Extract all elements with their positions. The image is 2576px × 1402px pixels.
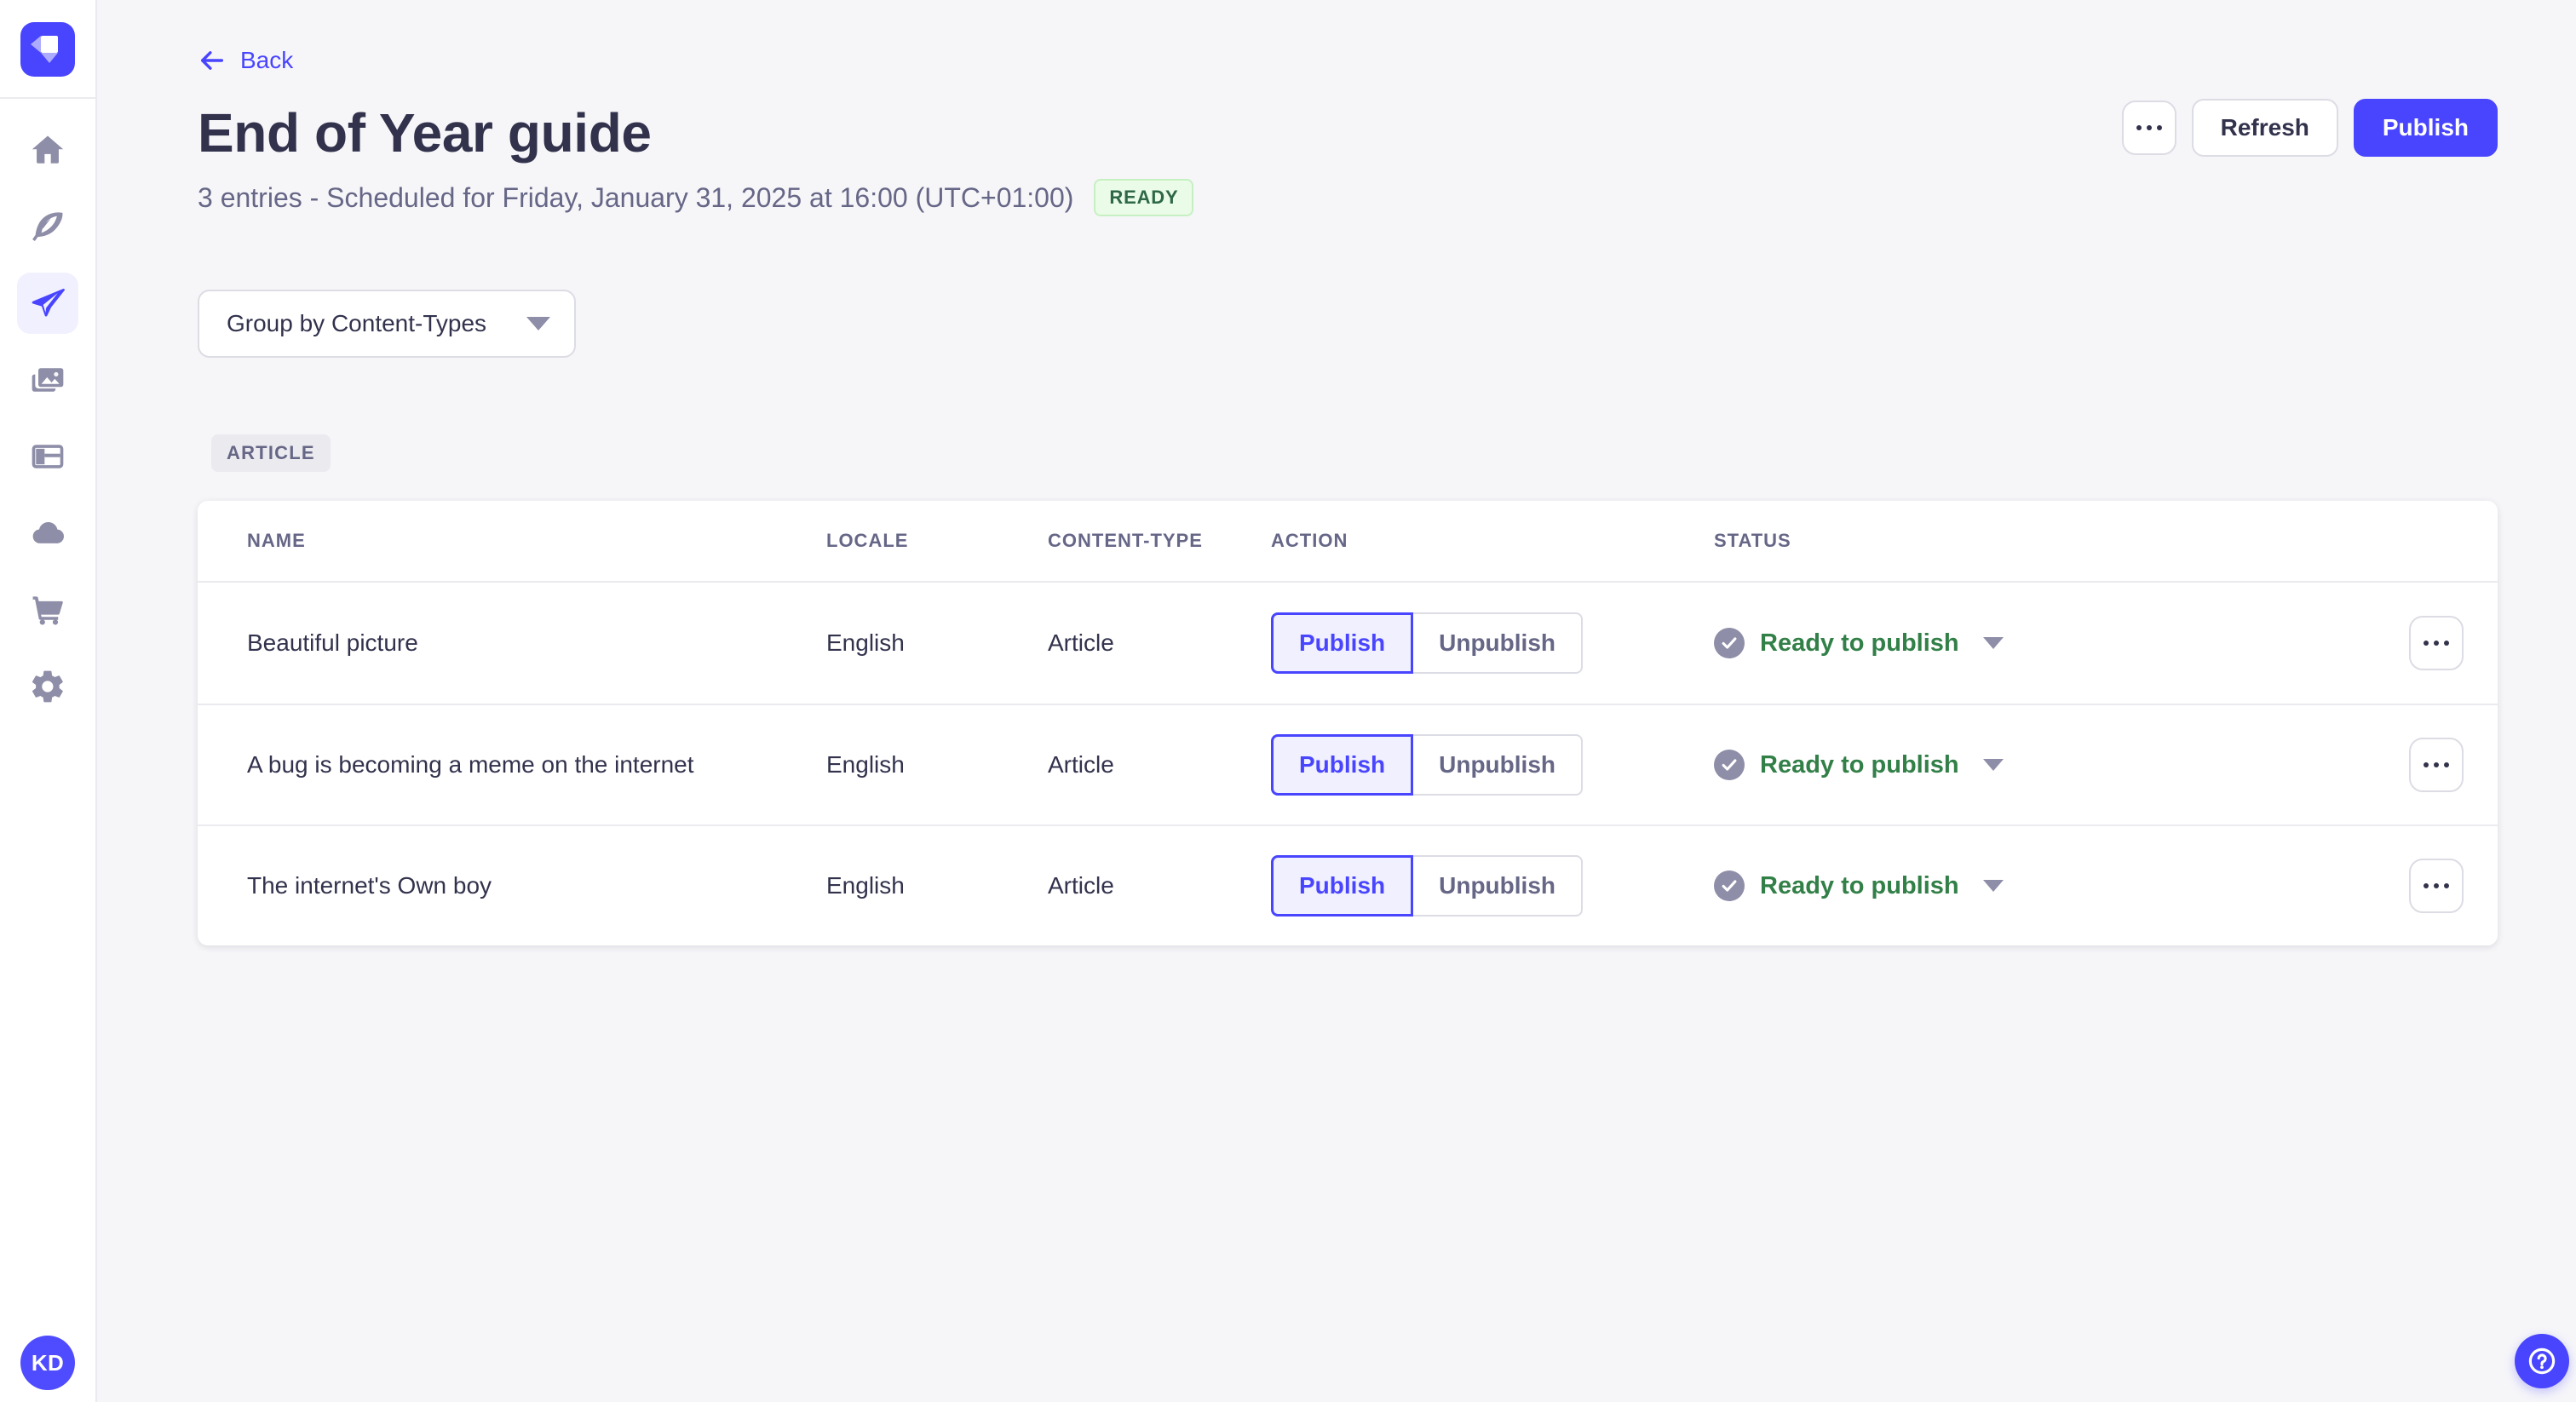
table-row: Beautiful picture English Article Publis… <box>198 583 2498 704</box>
chevron-down-icon <box>526 317 550 330</box>
entry-name: The internet's Own boy <box>247 872 492 899</box>
main-content: Back End of Year guide 3 entries - Sched… <box>97 0 2576 1402</box>
sidebar-item-marketplace[interactable] <box>17 579 78 641</box>
sidebar-item-deploy[interactable] <box>17 503 78 564</box>
check-circle-icon <box>1714 871 1745 901</box>
table-row: A bug is becoming a meme on the internet… <box>198 704 2498 825</box>
row-unpublish-button[interactable]: Unpublish <box>1412 734 1583 796</box>
release-subtitle: 3 entries - Scheduled for Friday, Januar… <box>198 181 1074 213</box>
entry-status[interactable]: Ready to publish <box>1714 628 2375 658</box>
ellipsis-icon <box>2424 641 2429 646</box>
row-more-button[interactable] <box>2409 859 2464 913</box>
entry-status[interactable]: Ready to publish <box>1714 871 2375 901</box>
feather-icon <box>32 212 63 242</box>
sidebar-nav <box>17 99 78 717</box>
row-more-button[interactable] <box>2409 738 2464 792</box>
strapi-logo[interactable] <box>20 22 75 77</box>
logo-fold-left <box>31 36 41 53</box>
refresh-button[interactable]: Refresh <box>2191 99 2338 157</box>
entries-table-card: NAME LOCALE CONTENT-TYPE ACTION STATUS B… <box>198 501 2498 945</box>
action-segmented-control: Publish Unpublish <box>1271 855 1714 916</box>
cloud-icon <box>32 521 64 543</box>
help-button[interactable] <box>2515 1334 2569 1388</box>
entry-content-type: Article <box>1048 751 1114 778</box>
page-title: End of Year guide <box>198 102 652 164</box>
ellipsis-icon <box>2424 762 2429 767</box>
entry-status[interactable]: Ready to publish <box>1714 750 2375 780</box>
entry-status-label: Ready to publish <box>1760 750 1959 779</box>
chevron-down-icon <box>1982 637 2004 649</box>
table-header-row: NAME LOCALE CONTENT-TYPE ACTION STATUS <box>198 501 2498 583</box>
action-segmented-control: Publish Unpublish <box>1271 734 1714 796</box>
column-header-locale: LOCALE <box>826 530 909 551</box>
table-row: The internet's Own boy English Article P… <box>198 825 2498 945</box>
entry-locale: English <box>826 872 905 899</box>
sidebar-item-settings[interactable] <box>17 656 78 717</box>
status-badge: READY <box>1094 179 1194 216</box>
entry-content-type: Article <box>1048 872 1114 899</box>
publish-button[interactable]: Publish <box>2353 99 2498 157</box>
group-by-value: Group by Content-Types <box>227 310 487 336</box>
sidebar: KD <box>0 0 97 1402</box>
entry-locale: English <box>826 629 905 656</box>
entry-content-type: Article <box>1048 629 1114 656</box>
check-circle-icon <box>1714 628 1745 658</box>
entry-name: Beautiful picture <box>247 629 418 656</box>
chevron-down-icon <box>1982 880 2004 892</box>
row-publish-button[interactable]: Publish <box>1271 612 1414 674</box>
row-more-button[interactable] <box>2409 616 2464 670</box>
action-segmented-control: Publish Unpublish <box>1271 612 1714 674</box>
back-arrow-icon <box>200 51 224 70</box>
row-unpublish-button[interactable]: Unpublish <box>1412 855 1583 916</box>
layout-icon <box>32 445 64 468</box>
toolbar: Group by Content-Types <box>198 290 2498 358</box>
user-avatar[interactable]: KD <box>20 1336 75 1390</box>
group-by-select[interactable]: Group by Content-Types <box>198 290 576 358</box>
row-unpublish-button[interactable]: Unpublish <box>1412 612 1583 674</box>
entry-status-label: Ready to publish <box>1760 871 1959 899</box>
logo-square <box>41 36 58 53</box>
group-badge-row: ARTICLE <box>198 434 2498 472</box>
logo-fold-bottom <box>41 53 58 63</box>
home-icon <box>32 135 64 164</box>
back-link[interactable]: Back <box>198 46 293 75</box>
sidebar-item-content-type-builder[interactable] <box>17 426 78 487</box>
paper-plane-icon <box>32 288 66 317</box>
column-header-status: STATUS <box>1714 530 1791 551</box>
sidebar-item-content-manager[interactable] <box>17 196 78 257</box>
cart-icon <box>32 596 63 625</box>
column-header-name: NAME <box>247 530 306 551</box>
header-actions: Refresh Publish <box>2121 99 2498 157</box>
row-publish-button[interactable]: Publish <box>1271 855 1414 916</box>
chevron-down-icon <box>1982 759 2004 771</box>
gear-icon <box>32 670 63 703</box>
more-options-button[interactable] <box>2121 101 2176 155</box>
column-header-action: ACTION <box>1271 530 1348 551</box>
sidebar-item-releases[interactable] <box>17 273 78 334</box>
content-type-group-badge: ARTICLE <box>211 434 331 472</box>
check-circle-icon <box>1714 750 1745 780</box>
sidebar-divider <box>0 97 96 99</box>
entry-status-label: Ready to publish <box>1760 629 1959 657</box>
sidebar-item-media-library[interactable] <box>17 349 78 411</box>
sidebar-item-home[interactable] <box>17 119 78 181</box>
question-mark-icon <box>2528 1347 2556 1375</box>
entry-name: A bug is becoming a meme on the internet <box>247 751 694 778</box>
back-label: Back <box>240 47 294 73</box>
media-library-icon <box>32 368 64 392</box>
subtitle-row: 3 entries - Scheduled for Friday, Januar… <box>198 179 2498 216</box>
entry-locale: English <box>826 751 905 778</box>
ellipsis-icon <box>2136 125 2142 130</box>
column-header-content-type: CONTENT-TYPE <box>1048 530 1203 551</box>
ellipsis-icon <box>2424 883 2429 888</box>
row-publish-button[interactable]: Publish <box>1271 734 1414 796</box>
